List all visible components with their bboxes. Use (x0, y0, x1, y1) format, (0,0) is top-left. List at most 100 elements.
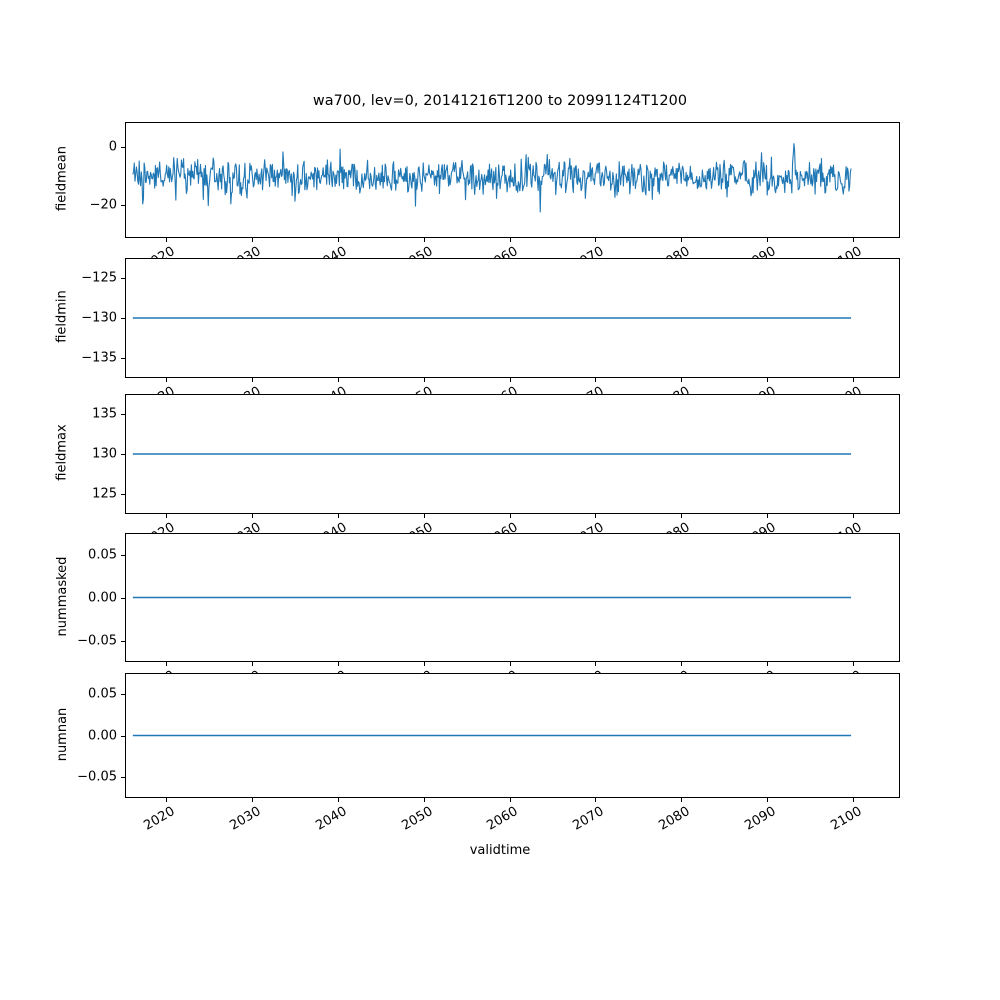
x-tick-label-clip: 2060 (0, 666, 1000, 673)
plot-area-numnan (126, 674, 899, 797)
y-tick-mark (121, 777, 125, 779)
subplot-fieldmean (125, 122, 900, 238)
x-tick-mark (595, 514, 597, 518)
y-tick-label: −125 (81, 270, 117, 286)
y-tick-label: 0 (108, 139, 117, 155)
x-tick-label: 2090 (667, 244, 778, 258)
x-tick-label-clip: 2090 (0, 382, 1000, 394)
y-tick-mark (121, 640, 125, 642)
y-tick-mark (121, 414, 125, 416)
x-tick-label-clip: 2020 (0, 666, 1000, 673)
x-tick-label: 2100 (753, 244, 864, 258)
x-tick-label-clip: 2090 (0, 666, 1000, 673)
x-tick-label-clip: 2020 (0, 518, 1000, 533)
x-tick-mark (595, 378, 597, 382)
x-tick-label-clip: 2090 (0, 518, 1000, 533)
x-tick-label: 2100 (753, 384, 864, 394)
x-tick-label-clip: 2080 (0, 666, 1000, 673)
x-tick-label-clip: 2030 (0, 666, 1000, 673)
x-tick-mark (509, 798, 511, 802)
x-tick-label: 2040 (238, 520, 349, 533)
x-axis-label: validtime (469, 843, 531, 858)
x-tick-mark (852, 378, 854, 382)
x-tick-mark (509, 662, 511, 666)
x-tick-mark (166, 378, 168, 382)
x-tick-mark (595, 662, 597, 666)
y-tick-label: −20 (89, 197, 117, 213)
plot-area-fieldmin (126, 259, 899, 377)
x-tick-mark (337, 798, 339, 802)
x-tick-label: 2050 (324, 384, 435, 394)
x-tick-label-clip: 2070 (0, 666, 1000, 673)
x-tick-label: 2070 (495, 520, 607, 533)
subplot-fieldmin (125, 258, 900, 378)
y-tick-mark (121, 693, 125, 695)
x-tick-label: 2020 (66, 244, 178, 258)
y-tick-label: 0.05 (88, 547, 117, 562)
x-tick-label-clip: 2040 (0, 666, 1000, 673)
plot-area-fieldmax (126, 395, 899, 513)
x-tick-label-clip: 2050 (0, 382, 1000, 394)
y-tick-mark (121, 494, 125, 496)
x-tick-label-clip: 2070 (0, 242, 1000, 258)
x-tick-label-clip: 2080 (0, 518, 1000, 533)
x-tick-mark (252, 378, 254, 382)
x-tick-mark (852, 798, 854, 802)
x-tick-mark (423, 238, 425, 242)
x-tick-mark (852, 514, 854, 518)
y-tick-mark (121, 204, 125, 206)
x-tick-mark (595, 798, 597, 802)
x-tick-label: 2020 (66, 520, 178, 533)
x-tick-label-clip: 2060 (0, 242, 1000, 258)
y-tick-mark (121, 146, 125, 148)
subplot-fieldmax (125, 394, 900, 514)
x-tick-label-clip: 2050 (0, 518, 1000, 533)
x-tick-label: 2030 (152, 384, 263, 394)
subplot-numnan (125, 673, 900, 798)
x-tick-label-clip: 2080 (0, 382, 1000, 394)
x-tick-label: 2060 (410, 520, 521, 533)
x-tick-mark (766, 514, 769, 518)
x-tick-label: 2030 (152, 244, 263, 258)
x-tick-label-clip: 2050 (0, 666, 1000, 673)
y-tick-label: 0.00 (88, 590, 117, 605)
y-tick-label: 130 (92, 446, 117, 462)
x-tick-mark (423, 662, 425, 666)
y-tick-label: −130 (81, 310, 117, 326)
x-tick-label: 2060 (410, 384, 521, 394)
x-tick-label: 2060 (410, 244, 521, 258)
x-tick-label-clip: 2030 (0, 382, 1000, 394)
x-tick-label-clip: 2040 (0, 242, 1000, 258)
x-tick-label-clip: 2100 (0, 382, 1000, 394)
x-tick-mark (337, 378, 339, 382)
y-tick-label: −135 (81, 350, 117, 366)
y-tick-label: −0.05 (77, 769, 117, 785)
x-tick-mark (766, 662, 769, 666)
y-tick-label: 0.00 (88, 728, 117, 743)
y-tick-mark (121, 454, 125, 456)
x-tick-mark (681, 238, 683, 242)
x-tick-mark (766, 238, 769, 242)
figure-title: wa700, lev=0, 20141216T1200 to 20991124T… (312, 93, 688, 109)
y-axis-label-numnan: numnan (54, 707, 70, 761)
x-tick-label-clip: 2070 (0, 518, 1000, 533)
x-tick-label-clip: 2040 (0, 382, 1000, 394)
x-tick-label: 2080 (581, 520, 692, 533)
x-tick-label: 2080 (581, 384, 692, 394)
x-tick-mark (423, 378, 425, 382)
x-tick-label: 2030 (152, 520, 263, 533)
x-tick-mark (681, 378, 683, 382)
x-tick-mark (681, 514, 683, 518)
y-tick-label: 125 (92, 486, 117, 502)
x-tick-mark (595, 238, 597, 242)
x-tick-label: 2090 (667, 520, 778, 533)
x-tick-label-clip: 2020 (0, 242, 1000, 258)
x-tick-mark (166, 514, 168, 518)
x-tick-label-clip: 2030 (0, 242, 1000, 258)
x-tick-label-clip: 2060 (0, 518, 1000, 533)
plot-area-nummasked (126, 534, 899, 661)
y-tick-mark (121, 278, 125, 280)
y-tick-label: 135 (92, 406, 117, 422)
y-tick-mark (121, 735, 125, 737)
